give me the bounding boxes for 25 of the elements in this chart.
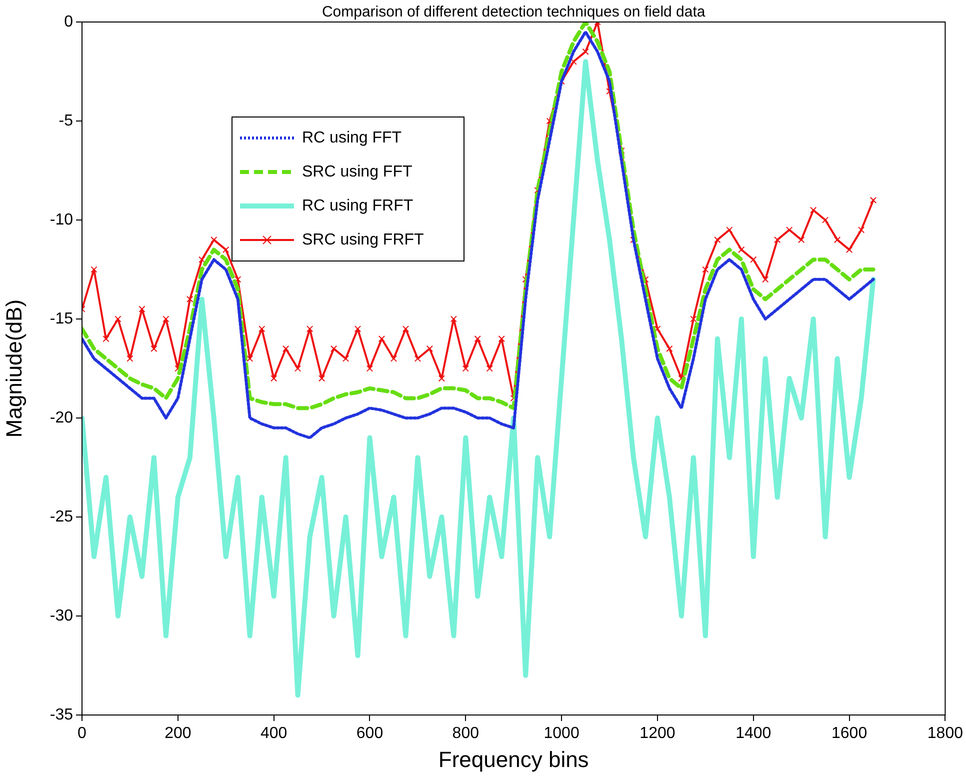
x-tick-label: 400 [260,725,288,742]
x-tick-label: 1000 [544,725,580,742]
y-tick-label: -30 [50,607,74,624]
legend-label: SRC using FRFT [302,231,424,248]
legend-label: RC using FRFT [302,197,414,214]
x-tick-label: 1600 [831,725,868,742]
legend-label: SRC using FFT [302,163,412,180]
x-tick-label: 800 [452,725,480,742]
y-tick-label: -15 [50,310,74,328]
x-tick-label: 600 [356,725,384,742]
y-tick-label: -35 [50,706,74,724]
x-tick-label: 1400 [736,725,772,742]
x-tick-label: 200 [164,725,192,742]
y-tick-label: -5 [58,112,74,130]
x-tick-label: 1200 [640,725,676,742]
y-tick-label: -20 [50,409,74,426]
x-tick-label: 1800 [927,725,964,742]
y-tick-label: 0 [64,13,74,30]
x-axis-title: Frequency bins [438,746,589,772]
y-axis-title: Magniude(dB) [1,299,26,438]
legend-label: RC using FFT [302,129,402,146]
y-tick-label: -25 [50,508,74,526]
y-tick-label: -10 [50,211,74,228]
x-tick-label: 0 [78,725,87,742]
chart-title: Comparison of different detection techniques on field data [322,4,706,21]
